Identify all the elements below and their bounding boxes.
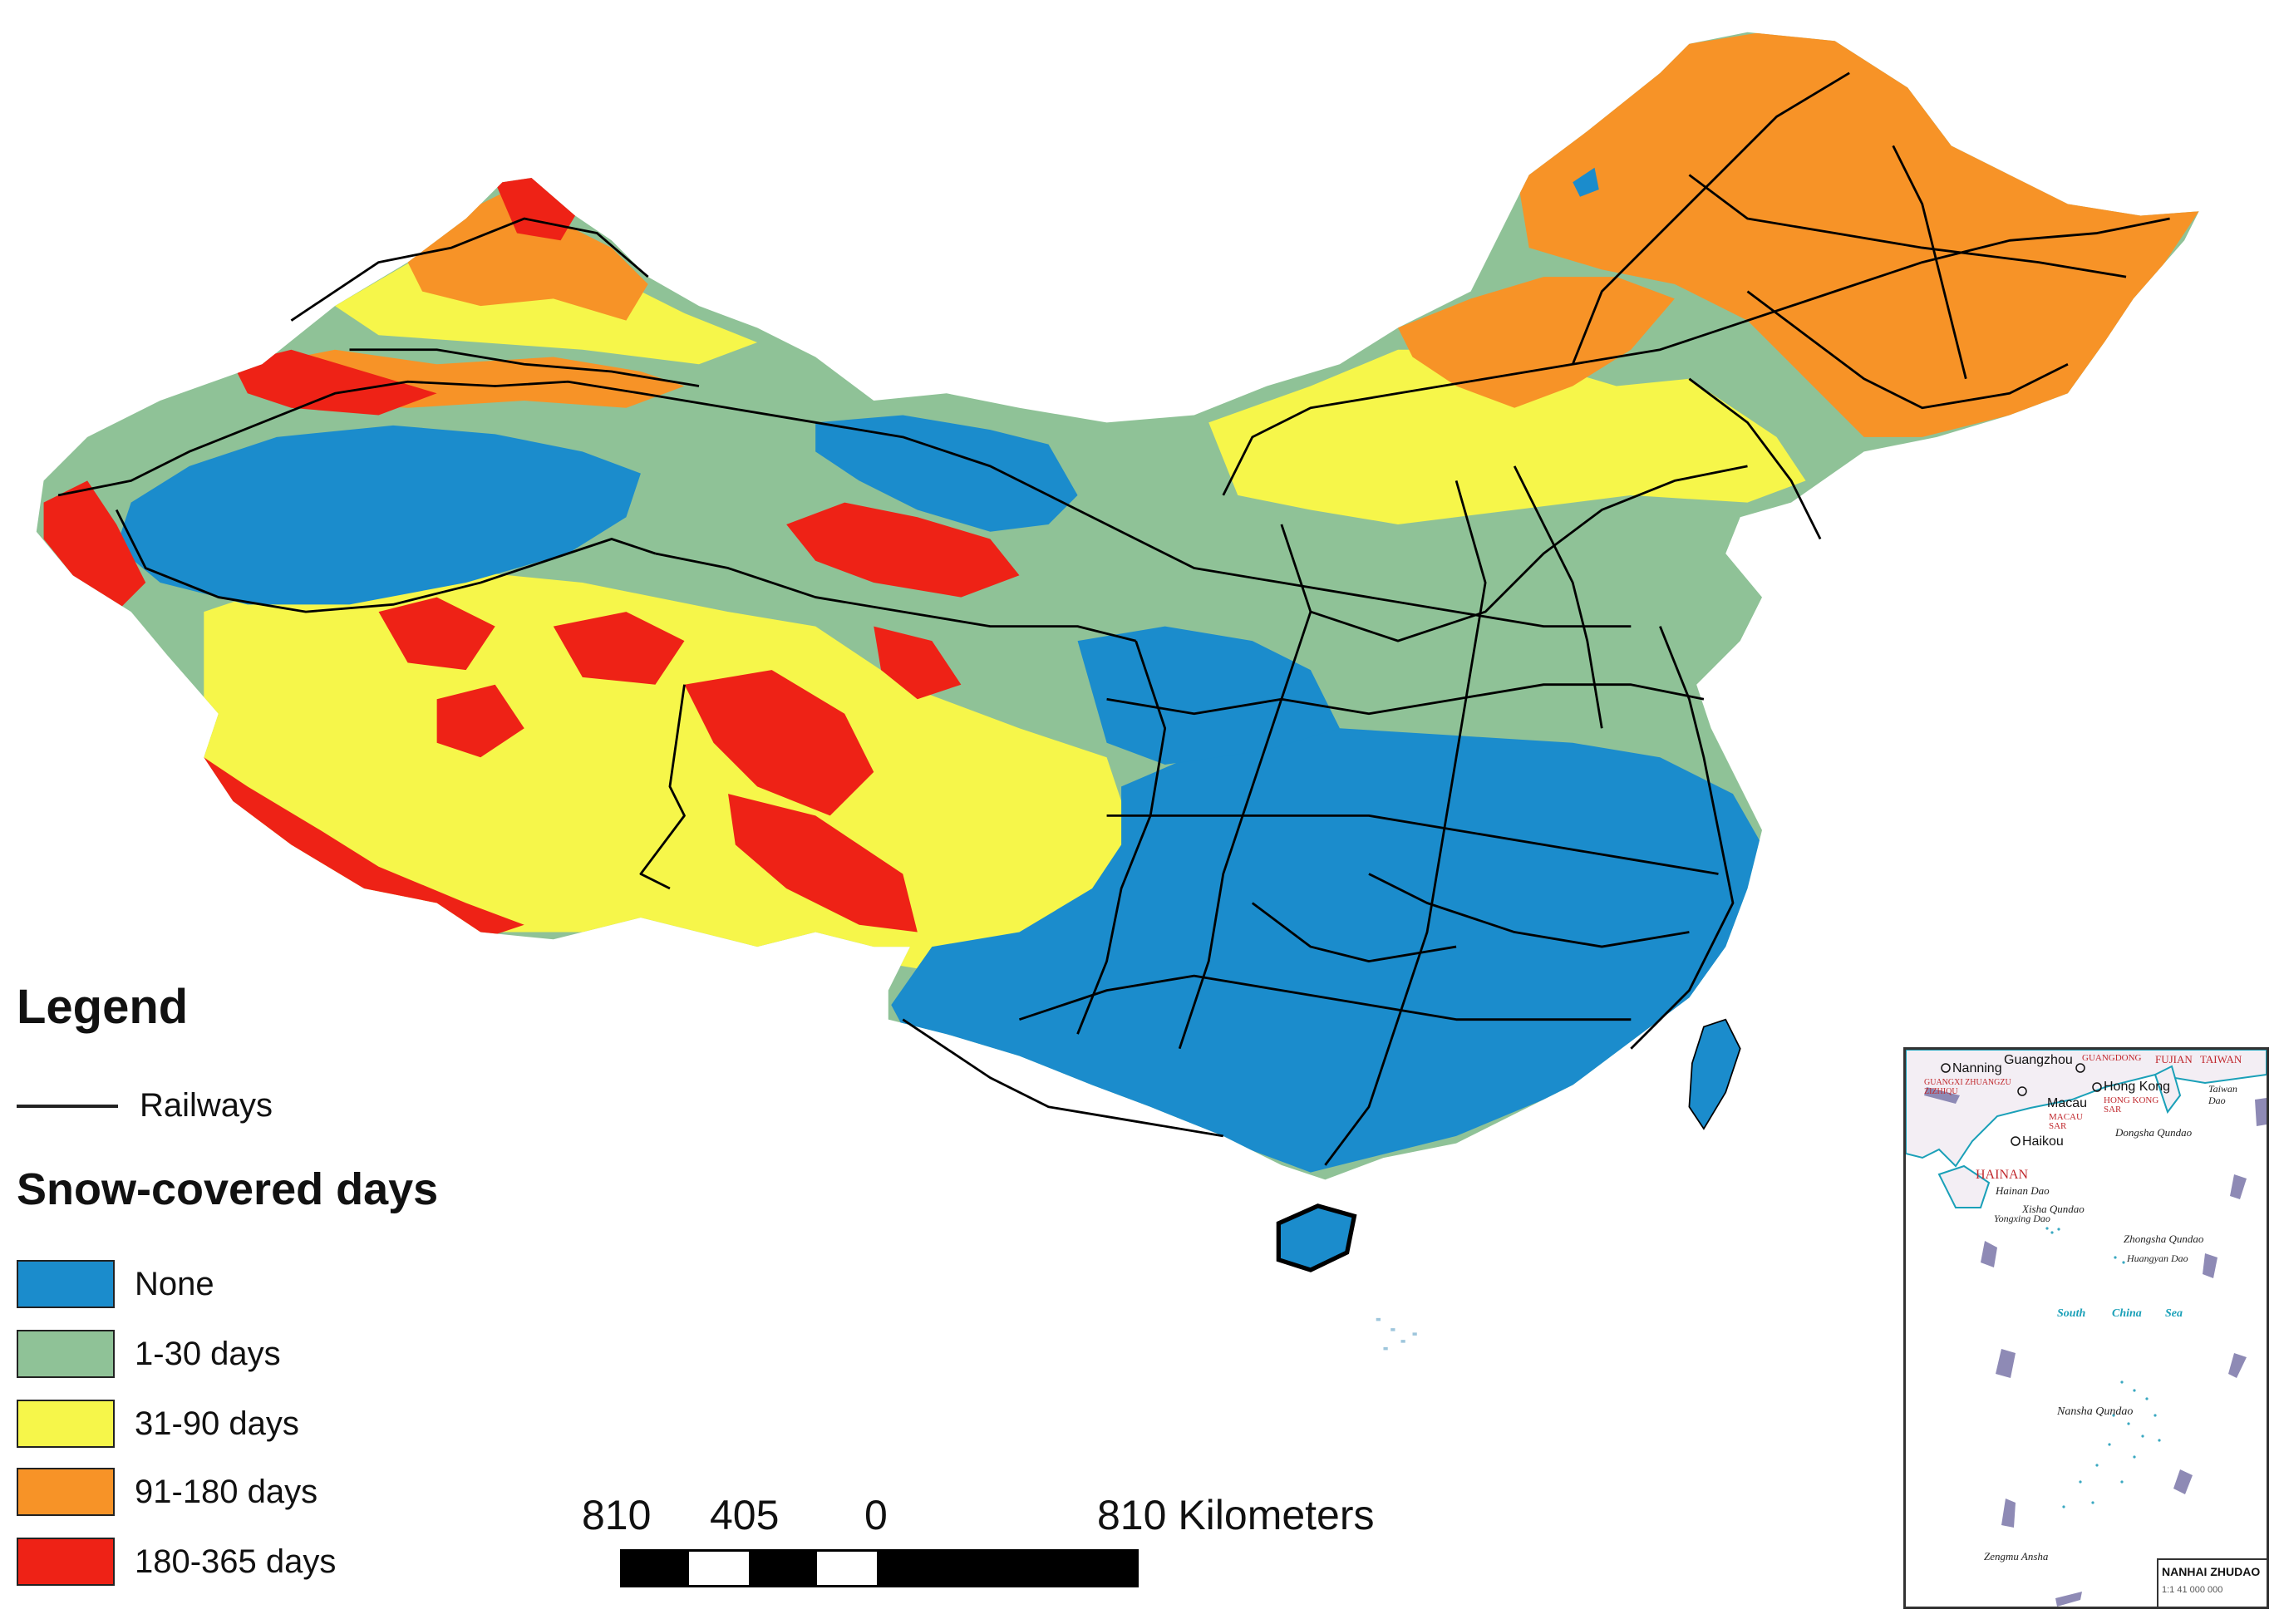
legend-label: 31-90 days [135, 1405, 299, 1442]
island-taiwan [1688, 1018, 1741, 1130]
zone-red-kunlun [43, 480, 146, 613]
inset-label-haikou: Haikou [2022, 1134, 2064, 1149]
zone-blue-gobi [815, 415, 1078, 532]
inset-label-hongkong: Hong Kong [2104, 1080, 2171, 1094]
inset-label-zhongsha: Zhongsha Qundao [2124, 1233, 2204, 1245]
inset-label-nansha: Nansha Qundao [2057, 1405, 2134, 1418]
legend-item-180-365: 180-365 days [17, 1538, 336, 1586]
inset-label-hongkong-sar: HONG KONG SAR [2104, 1095, 2159, 1115]
inset-label-taiwan-dao: Taiwan Dao [2208, 1083, 2237, 1106]
legend-railways: Railways [17, 1087, 273, 1124]
scale-label-810-km: 810 Kilometers [1097, 1492, 1375, 1538]
inset-label-hainan-dao: Hainan Dao [1996, 1184, 2050, 1197]
legend-title: Legend [17, 980, 189, 1034]
legend-item-91-180: 91-180 days [17, 1468, 317, 1516]
scale-segment [623, 1552, 689, 1585]
inset-label-guangxi: GUANGXI ZHUANGZU ZIZHIQU [1924, 1078, 2011, 1096]
zone-red-karakoram [233, 349, 437, 416]
inset-label-guangzhou: Guangzhou [2004, 1053, 2073, 1067]
scale-label-405: 405 [710, 1492, 780, 1538]
scale-segment [749, 1552, 817, 1585]
inset-label-hainan: HAINAN [1976, 1168, 2029, 1182]
legend-label: 1-30 days [135, 1335, 281, 1372]
inset-label-china: China [2112, 1307, 2142, 1320]
south-china-sea-dots [1376, 1317, 1417, 1351]
inset-label-macau-sar: MACAU SAR [2049, 1112, 2083, 1131]
inset-label-taiwan: TAIWAN [2200, 1053, 2242, 1065]
zone-red-tibet-4 [436, 684, 524, 758]
island-hainan [1276, 1203, 1357, 1272]
legend-item-1-30: 1-30 days [17, 1330, 281, 1378]
legend-swatch [17, 1330, 115, 1378]
legend-swatch [17, 1260, 115, 1308]
inset-label-nanning: Nanning [1952, 1061, 2002, 1075]
inset-label-dongsha: Dongsha Qundao [2115, 1126, 2193, 1139]
scale-segment [877, 1552, 1136, 1585]
inset-label-fujian: FUJIAN [2155, 1053, 2193, 1065]
scale-bar [620, 1549, 1139, 1587]
inset-map-graphic [1906, 1050, 2267, 1607]
lake-northeast [1573, 167, 1599, 197]
zone-red-tibet-5 [874, 626, 962, 700]
zone-yellow-north [1208, 349, 1806, 524]
zone-red-tibet-3 [684, 670, 874, 816]
zone-red-qilian [786, 502, 1020, 598]
legend-item-none: None [17, 1260, 214, 1308]
inset-stamp-scale: 1:1 41 000 000 [2162, 1585, 2223, 1595]
inset-label-zengmu: Zengmu Ansha [1984, 1550, 2049, 1562]
inset-stamp-title: NANHAI ZHUDAO [2162, 1565, 2261, 1578]
scale-label-810-left: 810 [582, 1492, 652, 1538]
inset-label-south: South [2057, 1307, 2086, 1320]
inset-label-huangyan: Huangyan Dao [2127, 1252, 2188, 1264]
railway-line-symbol [17, 1104, 118, 1108]
legend-item-31-90: 31-90 days [17, 1400, 299, 1448]
zone-red-tibet-2 [553, 612, 685, 685]
scale-segment [817, 1552, 877, 1585]
inset-label-sea: Sea [2165, 1307, 2183, 1320]
railway-network [57, 71, 2170, 1166]
legend-swatch [17, 1400, 115, 1448]
railways-label: Railways [140, 1087, 273, 1124]
legend-swatch [17, 1468, 115, 1516]
inset-stamp: NANHAI ZHUDAO 1:1 41 000 000 [2157, 1558, 2267, 1607]
south-china-sea-inset: Guangzhou Nanning GUANGDONG FUJIAN TAIWA… [1903, 1047, 2269, 1609]
legend-label: 91-180 days [135, 1473, 318, 1510]
inset-label-xisha: Xisha Qundao [2022, 1203, 2085, 1215]
legend-label: 180-365 days [135, 1543, 337, 1580]
zone-red-tibet-1 [378, 597, 495, 671]
zone-blue-tarim [116, 425, 641, 605]
zone-orange-northeast [1514, 32, 2199, 437]
zone-red-hengduan [728, 794, 918, 933]
scale-label-0: 0 [864, 1492, 888, 1538]
scale-segment [689, 1552, 749, 1585]
inset-label-yongxing: Yongxing Dao [1994, 1213, 2050, 1224]
inset-label-guangdong: GUANGDONG [2082, 1053, 2142, 1063]
snow-legend-title: Snow-covered days [17, 1164, 439, 1214]
legend-label: None [135, 1265, 214, 1302]
legend-swatch [17, 1538, 115, 1586]
zone-orange-innermongolia [1397, 277, 1675, 408]
inset-label-macau: Macau [2047, 1096, 2088, 1110]
